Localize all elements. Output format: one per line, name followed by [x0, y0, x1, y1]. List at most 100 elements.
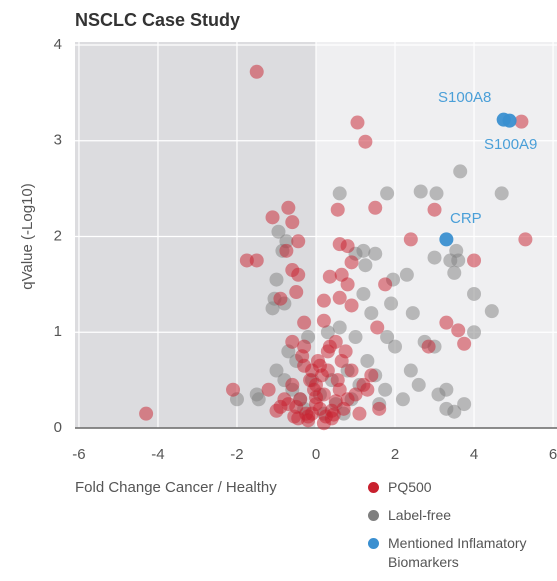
data-point — [388, 339, 403, 354]
data-point — [332, 186, 347, 201]
data-point — [249, 253, 264, 268]
data-point — [380, 330, 395, 345]
y-tick-label: 1 — [54, 323, 62, 340]
data-point — [447, 265, 462, 280]
x-tick-label: 2 — [391, 446, 399, 463]
data-point — [502, 113, 517, 128]
data-point — [239, 253, 254, 268]
data-point — [340, 239, 355, 254]
legend: PQ500 Label-free Mentioned Inflamatory Bio… — [368, 478, 557, 581]
data-point — [281, 200, 296, 215]
y-axis-label: qValue (-Log10) — [19, 183, 36, 289]
x-tick-label: 4 — [470, 446, 478, 463]
legend-label: Label-free — [388, 507, 452, 523]
data-point — [328, 334, 343, 349]
data-point — [269, 403, 284, 418]
legend-swatch — [368, 510, 379, 521]
data-point — [348, 387, 363, 402]
data-point — [457, 336, 472, 351]
data-point — [350, 115, 365, 130]
data-point — [249, 64, 264, 79]
y-tick-label: 4 — [54, 36, 62, 53]
data-point — [403, 232, 418, 247]
data-point — [413, 184, 428, 199]
legend-item: Mentioned Inflamatory Biomarkers — [368, 534, 557, 572]
data-point — [368, 246, 383, 261]
data-point — [399, 267, 414, 282]
data-point — [484, 304, 499, 319]
data-point — [305, 363, 320, 378]
data-point — [427, 250, 442, 265]
data-point — [340, 277, 355, 292]
data-point — [429, 186, 444, 201]
data-point — [291, 234, 306, 249]
data-point — [338, 344, 353, 359]
data-point — [330, 202, 345, 217]
data-point — [287, 409, 302, 424]
data-point — [322, 269, 337, 284]
data-point — [265, 210, 280, 225]
y-tick-label: 0 — [54, 419, 62, 436]
data-point — [427, 202, 442, 217]
data-point — [285, 215, 300, 230]
data-point — [364, 368, 379, 383]
data-point — [356, 286, 371, 301]
data-point — [518, 232, 533, 247]
data-point — [467, 253, 482, 268]
x-tick-label: -2 — [230, 446, 243, 463]
data-point — [226, 382, 241, 397]
data-point — [265, 301, 280, 316]
data-point — [467, 286, 482, 301]
data-point — [403, 363, 418, 378]
data-point — [457, 397, 472, 412]
data-point — [467, 325, 482, 340]
data-point — [330, 373, 345, 388]
data-point — [439, 315, 454, 330]
data-point — [285, 377, 300, 392]
data-point — [449, 243, 464, 258]
data-point — [344, 255, 359, 270]
data-point — [320, 325, 335, 340]
data-point — [352, 406, 367, 421]
data-point — [380, 186, 395, 201]
data-point — [421, 339, 436, 354]
data-point — [395, 392, 410, 407]
data-point — [360, 353, 375, 368]
data-point — [271, 224, 286, 239]
data-point — [370, 320, 385, 335]
data-point — [439, 232, 454, 247]
y-tick-label: 3 — [54, 132, 62, 149]
data-point — [411, 377, 426, 392]
annotation: S100A8 — [438, 89, 491, 106]
data-point — [277, 392, 292, 407]
data-point — [344, 298, 359, 313]
data-point — [453, 164, 468, 179]
data-point — [332, 290, 347, 305]
legend-swatch — [368, 538, 379, 549]
data-point — [269, 363, 284, 378]
legend-label: PQ500 — [388, 479, 432, 495]
data-point — [139, 406, 154, 421]
y-tick-label: 2 — [54, 227, 62, 244]
data-point — [405, 306, 420, 321]
data-point — [372, 401, 387, 416]
data-point — [344, 363, 359, 378]
data-point — [279, 243, 294, 258]
data-point — [309, 390, 323, 405]
data-point — [295, 349, 310, 364]
data-point — [261, 382, 276, 397]
data-point — [348, 330, 363, 345]
x-axis-label: Fold Change Cancer / Healthy — [75, 479, 277, 496]
data-point — [273, 291, 288, 306]
plot-background-positive — [316, 42, 557, 428]
data-point — [269, 272, 284, 287]
data-point — [439, 401, 454, 416]
data-point — [358, 134, 373, 149]
data-point — [297, 315, 312, 330]
data-point — [378, 277, 393, 292]
legend-label: Mentioned Inflamatory Biomarkers — [388, 535, 527, 570]
chart-title: NSCLC Case Study — [75, 10, 240, 30]
data-point — [324, 411, 339, 426]
